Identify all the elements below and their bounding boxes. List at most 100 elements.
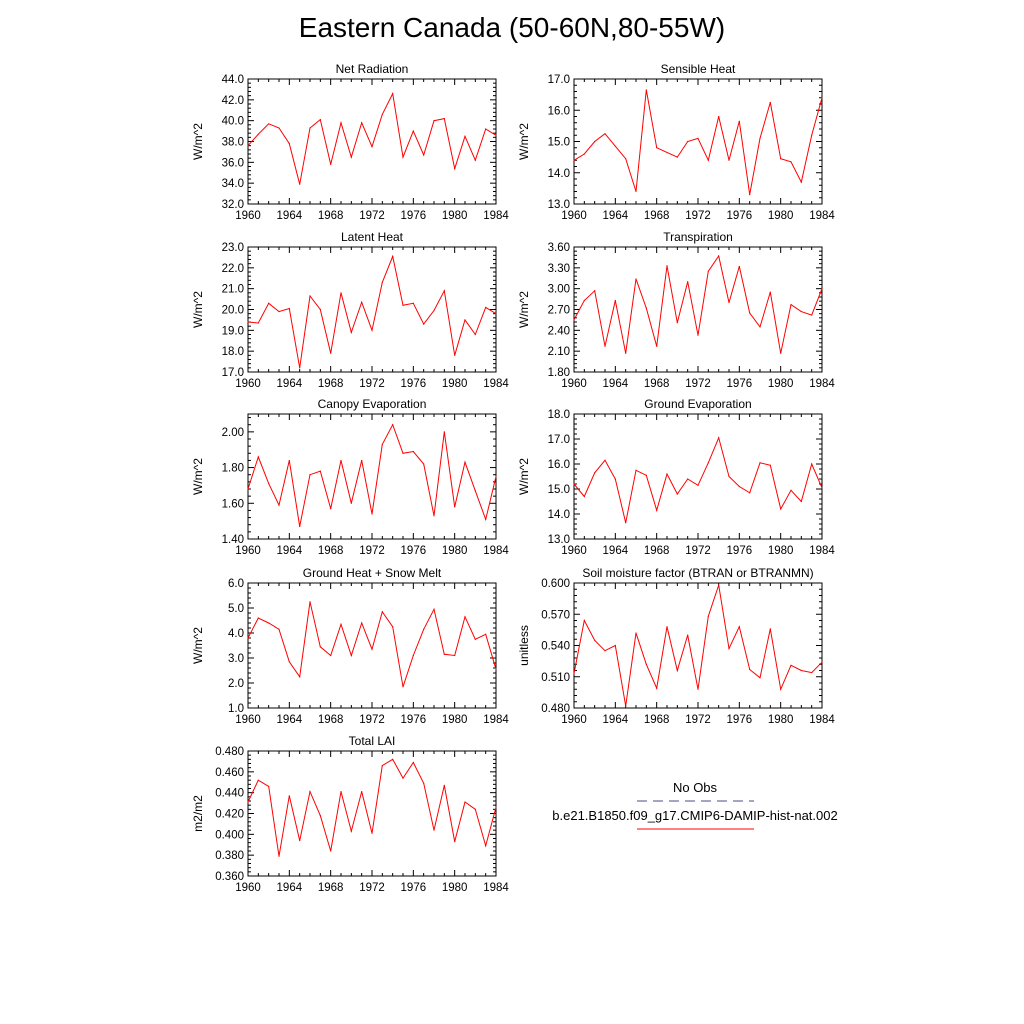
x-tick-label: 1984: [483, 210, 509, 222]
data-point: [780, 508, 782, 510]
data-point: [614, 299, 616, 302]
x-tick-label: 1964: [277, 378, 303, 390]
data-point: [759, 462, 761, 464]
data-point: [666, 626, 668, 628]
data-point: [247, 321, 249, 323]
y-tick-label: 0.480: [541, 703, 570, 715]
x-tick-label: 1972: [685, 545, 711, 557]
panel-5: Canopy Evaporation W/m^2 1.40 1.60 1.80 2.00 1…: [191, 397, 509, 557]
data-point: [247, 488, 249, 490]
x-tick-label: 1976: [401, 714, 427, 726]
x-tick-label: 1972: [359, 378, 385, 390]
y-tick-label: 0.540: [541, 641, 570, 653]
data-point: [330, 352, 332, 354]
data-point: [361, 622, 363, 624]
data-point: [821, 97, 823, 99]
data-point: [381, 764, 383, 767]
data-point: [433, 608, 435, 610]
data-point: [625, 705, 627, 707]
data-point: [433, 515, 435, 517]
x-tick-label: 1984: [809, 378, 835, 390]
data-point: [687, 634, 689, 636]
data-point: [454, 506, 456, 508]
x-tick-label: 1984: [809, 545, 835, 557]
data-point: [433, 829, 435, 831]
y-tick-label: 1.80: [548, 367, 570, 379]
y-tick-label: 16.0: [548, 459, 570, 471]
y-tick-label: 16.0: [548, 105, 570, 117]
data-point: [257, 456, 259, 458]
x-tick-label: 1964: [603, 378, 629, 390]
data-point: [749, 312, 751, 314]
data-point: [738, 120, 740, 122]
x-tick-label: 1972: [359, 210, 385, 222]
data-point: [350, 502, 352, 504]
data-point: [257, 779, 259, 781]
panel-9: Total LAI m2/m2 0.360 0.380 0.400 0.420 0.440 0…: [191, 734, 509, 894]
y-tick-label: 0.570: [541, 609, 570, 621]
data-point: [330, 654, 332, 657]
data-point: [257, 133, 259, 135]
data-point: [635, 190, 637, 193]
data-point: [464, 135, 466, 137]
x-tick-label: 1964: [277, 545, 303, 557]
data-point: [485, 633, 487, 635]
data-point: [474, 490, 476, 492]
y-tick-label: 2.40: [548, 325, 570, 337]
y-axis-label: W/m^2: [517, 458, 531, 495]
y-tick-label: 20.0: [222, 305, 244, 317]
data-point: [247, 637, 249, 639]
x-tick-label: 1984: [483, 378, 509, 390]
plot-frame: [573, 246, 823, 373]
data-point: [583, 619, 585, 622]
x-tick-label: 1968: [318, 714, 344, 726]
data-point: [811, 463, 813, 465]
data-point: [257, 617, 259, 619]
data-point: [423, 782, 425, 784]
data-point: [340, 791, 342, 793]
x-tick-label: 1980: [768, 378, 794, 390]
plot-frame: [247, 750, 497, 877]
data-point: [443, 117, 445, 120]
y-tick-label: 1.0: [228, 703, 244, 715]
y-axis-label: W/m^2: [191, 627, 205, 664]
data-point: [412, 302, 414, 304]
data-point: [749, 668, 751, 671]
data-point: [392, 758, 394, 760]
data-point: [645, 474, 647, 476]
data-point: [474, 333, 476, 336]
data-point: [340, 623, 342, 625]
data-point: [309, 474, 311, 476]
y-tick-label: 3.00: [548, 284, 570, 296]
data-point: [412, 450, 414, 453]
x-tick-label: 1976: [727, 545, 753, 557]
data-point: [278, 127, 280, 129]
x-tick-label: 1980: [442, 545, 468, 557]
y-tick-label: 2.0: [228, 678, 244, 690]
data-point: [268, 483, 270, 485]
data-point: [656, 509, 658, 511]
data-point: [268, 622, 270, 624]
y-tick-label: 42.0: [222, 95, 244, 107]
data-point: [474, 808, 476, 810]
x-tick-label: 1980: [768, 714, 794, 726]
y-tick-label: 2.10: [548, 346, 570, 358]
data-point: [423, 463, 425, 465]
data-point: [330, 163, 332, 166]
data-point: [614, 644, 616, 647]
data-point: [583, 153, 585, 155]
y-tick-label: 0.420: [215, 809, 244, 821]
data-point: [718, 255, 720, 257]
data-point: [604, 345, 606, 347]
data-point: [573, 673, 575, 675]
data-point: [821, 487, 823, 489]
data-point: [759, 137, 761, 139]
x-tick-label: 1980: [442, 210, 468, 222]
data-point: [423, 323, 425, 325]
x-tick-label: 1976: [727, 714, 753, 726]
y-tick-label: 13.0: [548, 199, 570, 211]
series-line: [247, 91, 497, 185]
data-point: [247, 145, 249, 147]
data-point: [381, 611, 383, 613]
